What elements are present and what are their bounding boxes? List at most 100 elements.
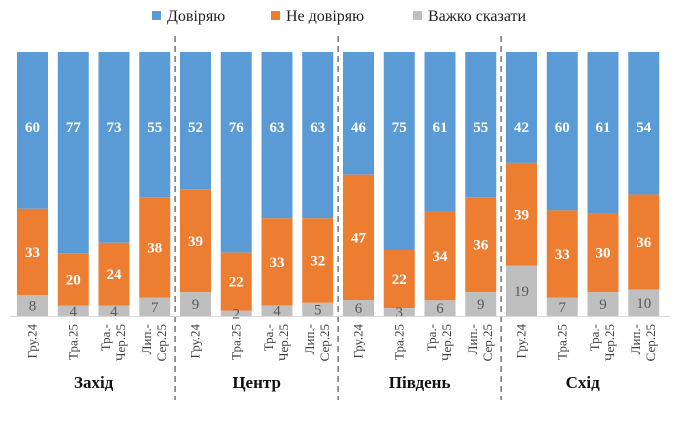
data-label-distrust-g1-c2: 33 <box>270 255 285 271</box>
bar-distrust-g0-c0 <box>17 208 48 296</box>
data-label-hard-to-say-g1-c2: 4 <box>273 304 281 320</box>
bar-distrust-g3-c0 <box>506 162 537 266</box>
bar-distrust-g1-c0 <box>180 189 211 293</box>
bar-distrust-g3-c1 <box>546 210 578 298</box>
data-label-distrust-g3-c3: 36 <box>636 235 652 251</box>
tick-label-line2: Сер.25 <box>643 324 658 361</box>
bar-hard-to-say-g1-c0 <box>180 292 211 316</box>
tick-label-g0-c0: Гру.24 <box>25 324 40 359</box>
data-label-distrust-g2-c2: 34 <box>433 249 449 265</box>
data-label-trust-g3-c0: 42 <box>514 120 529 136</box>
tick-label-line1: Тра.- <box>261 324 276 351</box>
data-label-distrust-g1-c0: 39 <box>188 234 203 250</box>
tick-label-g3-c2: Тра.-Чер.25 <box>587 324 617 361</box>
tick-label-line2: Сер.25 <box>480 324 495 361</box>
bar-hard-to-say-g3-c0 <box>506 265 537 316</box>
tick-label-line2: Чер.25 <box>276 324 291 361</box>
tick-label-line1: Лип.- <box>628 324 643 354</box>
data-label-trust-g2-c1: 75 <box>392 120 407 136</box>
bar-trust-g0-c0 <box>17 52 48 209</box>
bar-trust-g2-c2 <box>424 52 456 212</box>
tick-label-g2-c1: Тра.25 <box>391 324 406 360</box>
legend-item-distrust: Не довіряю <box>271 8 364 28</box>
tick-label-g0-c3: Лип.-Сер.25 <box>139 324 169 361</box>
data-label-hard-to-say-g3-c1: 7 <box>559 300 567 316</box>
tick-label-g3-c3: Лип.-Сер.25 <box>628 324 658 361</box>
data-label-hard-to-say-g0-c1: 4 <box>70 304 78 320</box>
bar-hard-to-say-g0-c0 <box>17 295 48 316</box>
tick-label-line1: Тра.- <box>98 324 113 351</box>
tick-label-line2: Чер.25 <box>113 324 128 361</box>
bar-hard-to-say-g0-c3 <box>139 297 171 316</box>
bar-distrust-g0-c3 <box>139 197 171 298</box>
bar-trust-g3-c3 <box>628 52 660 195</box>
tick-label-line1: Тра.- <box>424 324 439 351</box>
bar-hard-to-say-g2-c1 <box>383 308 415 316</box>
tick-label-g2-c3: Лип.-Сер.25 <box>465 324 495 361</box>
data-label-distrust-g3-c0: 39 <box>514 207 529 223</box>
tick-label-line2: Сер.25 <box>154 324 169 361</box>
bar-trust-g1-c3 <box>302 52 334 219</box>
bar-trust-g0-c2 <box>98 52 130 243</box>
bar-distrust-g0-c1 <box>57 253 89 306</box>
bar-trust-g0-c1 <box>57 52 89 254</box>
bar-distrust-g2-c2 <box>424 211 456 301</box>
tick-label-line2: Сер.25 <box>317 324 332 361</box>
tick-label-g2-c2: Тра.-Чер.25 <box>424 324 454 361</box>
group-label-3: Схід <box>566 373 601 392</box>
bar-trust-g1-c2 <box>261 52 293 219</box>
legend-label-hard-to-say: Важко сказати <box>428 8 527 25</box>
bar-distrust-g2-c0 <box>343 174 374 300</box>
bar-hard-to-say-g0-c1 <box>57 305 89 316</box>
tick-label-g3-c0: Гру.24 <box>514 324 529 359</box>
bar-hard-to-say-g0-c2 <box>98 305 130 316</box>
tick-label-g0-c1: Тра.25 <box>65 324 80 360</box>
data-label-distrust-g3-c2: 30 <box>596 246 611 262</box>
data-label-trust-g3-c3: 54 <box>636 120 652 136</box>
bar-hard-to-say-g2-c2 <box>424 300 456 316</box>
group-label-1: Центр <box>232 373 281 392</box>
data-label-distrust-g2-c0: 47 <box>351 230 367 246</box>
bar-distrust-g2-c3 <box>465 197 497 293</box>
bar-distrust-g1-c2 <box>261 218 293 306</box>
legend-label-trust: Довіряю <box>167 8 226 25</box>
data-label-hard-to-say-g2-c1: 3 <box>396 305 404 321</box>
legend-item-hard-to-say: Важко сказати <box>413 8 526 28</box>
bar-trust-g1-c0 <box>180 52 211 190</box>
tick-label-line2: Чер.25 <box>602 324 617 361</box>
legend-label-distrust: Не довіряю <box>286 8 365 25</box>
bar-hard-to-say-g1-c2 <box>261 305 293 316</box>
bar-hard-to-say-g1-c1 <box>220 310 252 316</box>
tick-label-line1: Тра.- <box>587 324 602 351</box>
data-label-trust-g0-c2: 73 <box>107 120 122 136</box>
tick-label-g2-c0: Гру.24 <box>351 324 366 359</box>
data-label-trust-g3-c1: 60 <box>555 120 570 136</box>
tick-label-g1-c3: Лип.-Сер.25 <box>302 324 332 361</box>
data-label-distrust-g0-c1: 20 <box>66 272 81 288</box>
bar-hard-to-say-g3-c2 <box>587 292 619 316</box>
bar-distrust-g3-c3 <box>628 194 660 290</box>
data-label-hard-to-say-g1-c1: 2 <box>233 306 241 322</box>
data-label-hard-to-say-g0-c2: 4 <box>110 304 118 320</box>
data-label-trust-g2-c2: 61 <box>433 120 448 136</box>
tick-label-g1-c0: Гру.24 <box>188 324 203 359</box>
data-label-hard-to-say-g0-c0: 8 <box>29 299 37 315</box>
data-label-trust-g3-c2: 61 <box>596 120 611 136</box>
data-label-distrust-g0-c3: 38 <box>147 240 162 256</box>
data-label-distrust-g2-c1: 22 <box>392 272 407 288</box>
data-label-distrust-g0-c2: 24 <box>107 267 123 283</box>
data-label-trust-g1-c3: 63 <box>310 120 325 136</box>
bar-trust-g3-c2 <box>587 52 619 214</box>
data-label-hard-to-say-g0-c3: 7 <box>151 300 159 316</box>
bar-distrust-g1-c1 <box>220 252 252 311</box>
tick-label-line1: Лип.- <box>139 324 154 354</box>
bar-hard-to-say-g2-c0 <box>343 300 374 316</box>
data-label-hard-to-say-g3-c3: 10 <box>636 296 651 312</box>
bar-trust-g3-c1 <box>546 52 578 211</box>
bar-distrust-g3-c2 <box>587 213 619 293</box>
bar-hard-to-say-g3-c3 <box>628 289 660 316</box>
data-label-hard-to-say-g3-c0: 19 <box>514 284 529 300</box>
bar-distrust-g2-c1 <box>383 250 415 309</box>
legend-item-trust: Довіряю <box>152 8 225 28</box>
